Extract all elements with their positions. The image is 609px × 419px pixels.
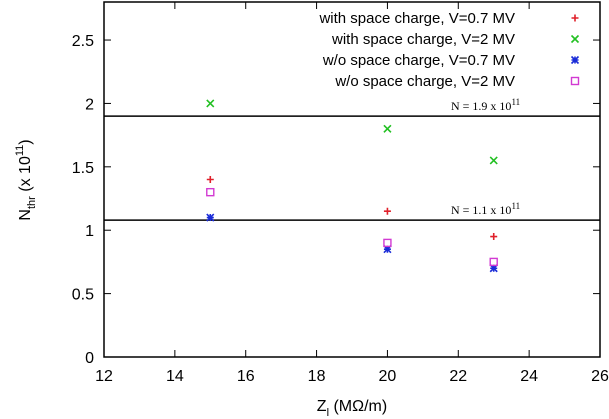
data-point-series-4 <box>206 187 215 197</box>
legend-marker <box>570 34 580 44</box>
y-axis-title-main: N <box>17 209 34 221</box>
x-tick-label: 26 <box>591 368 609 385</box>
y-tick-label: 0 <box>85 350 94 367</box>
legend-label: with space charge, V=0.7 MV <box>318 10 515 27</box>
data-point-series-3 <box>206 213 215 222</box>
reference-label-exp: 11 <box>511 97 520 107</box>
y-tick-label: 0.5 <box>72 287 94 304</box>
x-axis-title-main: Z <box>317 398 327 415</box>
data-point-series-2 <box>489 156 498 165</box>
y-axis-title-unit: (x 10 <box>17 156 34 196</box>
legend-label: w/o space charge, V=0.7 MV <box>322 52 515 69</box>
y-axis-title: Nthr (x 1011) <box>14 139 38 220</box>
y-tick-label: 2 <box>85 96 94 113</box>
data-point-series-2 <box>206 99 215 108</box>
plot-frame <box>103 1 601 358</box>
x-tick-label: 24 <box>520 368 538 385</box>
legend-label: w/o space charge, V=2 MV <box>334 73 515 90</box>
data-point-series-4 <box>383 238 392 248</box>
data-point-series-1 <box>490 233 498 241</box>
data-point-series-4 <box>489 257 498 267</box>
x-tick-label: 16 <box>237 368 255 385</box>
reference-line-label: N = 1.9 x 1011 <box>451 97 520 113</box>
x-tick-label: 20 <box>379 368 397 385</box>
legend-label: with space charge, V=2 MV <box>331 31 515 48</box>
y-axis-title-exp: 11 <box>14 145 26 156</box>
x-tick-label: 22 <box>449 368 467 385</box>
y-axis-title-sub: thr <box>26 196 38 209</box>
reference-label-base: N = 1.9 x 10 <box>451 99 511 113</box>
reference-label-exp: 11 <box>511 201 520 211</box>
y-tick-label: 1 <box>85 223 94 240</box>
x-axis-title-sub: l <box>327 407 329 419</box>
data-point-series-1 <box>206 176 214 183</box>
legend-marker <box>570 55 580 65</box>
x-axis-title-unit: (MΩ/m) <box>329 398 387 415</box>
reference-label-base: N = 1.1 x 10 <box>451 203 511 217</box>
data-point-series-2 <box>383 124 392 133</box>
x-tick-label: 14 <box>166 368 184 385</box>
x-tick-label: 12 <box>95 368 113 385</box>
y-tick-label: 2.5 <box>72 33 94 50</box>
legend-marker <box>570 76 580 86</box>
data-point-series-1 <box>383 207 391 215</box>
y-tick-label: 1.5 <box>72 160 94 177</box>
ticks: 12 14 16 18 20 22 24 26 0 0.5 1 1.5 2 2.5 <box>72 2 609 385</box>
legend-marker <box>571 14 579 22</box>
data-points <box>206 99 498 273</box>
data-point-series-3 <box>489 264 498 273</box>
y-axis-title-close: ) <box>17 139 34 144</box>
x-tick-label: 18 <box>308 368 326 385</box>
legend: with space charge, V=0.7 MV with space ch… <box>318 10 580 90</box>
data-point-series-3 <box>383 245 392 254</box>
x-axis-title: Zl (MΩ/m) <box>317 398 387 419</box>
reference-line-label: N = 1.1 x 1011 <box>451 201 520 217</box>
